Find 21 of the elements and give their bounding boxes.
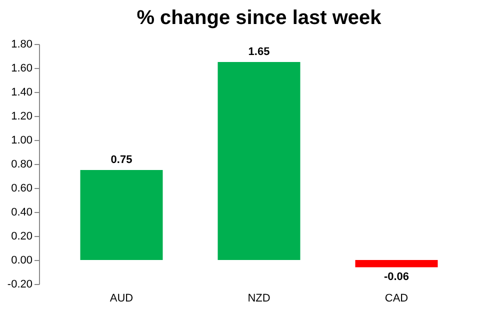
bar xyxy=(80,170,163,260)
y-tick-label: 1.20 xyxy=(11,110,32,122)
y-tick-label: 0.80 xyxy=(11,158,32,170)
bar xyxy=(218,62,300,260)
x-tick-label: NZD xyxy=(248,292,270,304)
data-label: 0.75 xyxy=(110,154,132,166)
x-tick-label: CAD xyxy=(384,292,408,304)
y-tick-label: 1.80 xyxy=(11,38,32,50)
data-label: 1.65 xyxy=(248,46,270,58)
y-tick-label: -0.20 xyxy=(7,278,32,290)
x-tick-label: AUD xyxy=(110,292,134,304)
y-tick-label: 0.40 xyxy=(11,206,32,218)
chart-title: % change since last week xyxy=(136,7,382,29)
y-tick-label: 0.00 xyxy=(11,254,32,266)
y-tick-label: 0.20 xyxy=(11,230,32,242)
bar xyxy=(355,260,438,268)
y-tick-label: 1.00 xyxy=(11,134,32,146)
y-tick-label: 1.60 xyxy=(11,62,32,74)
y-tick-label: 0.60 xyxy=(11,182,32,194)
data-label: -0.06 xyxy=(384,271,410,284)
y-tick-label: 1.40 xyxy=(11,86,32,98)
